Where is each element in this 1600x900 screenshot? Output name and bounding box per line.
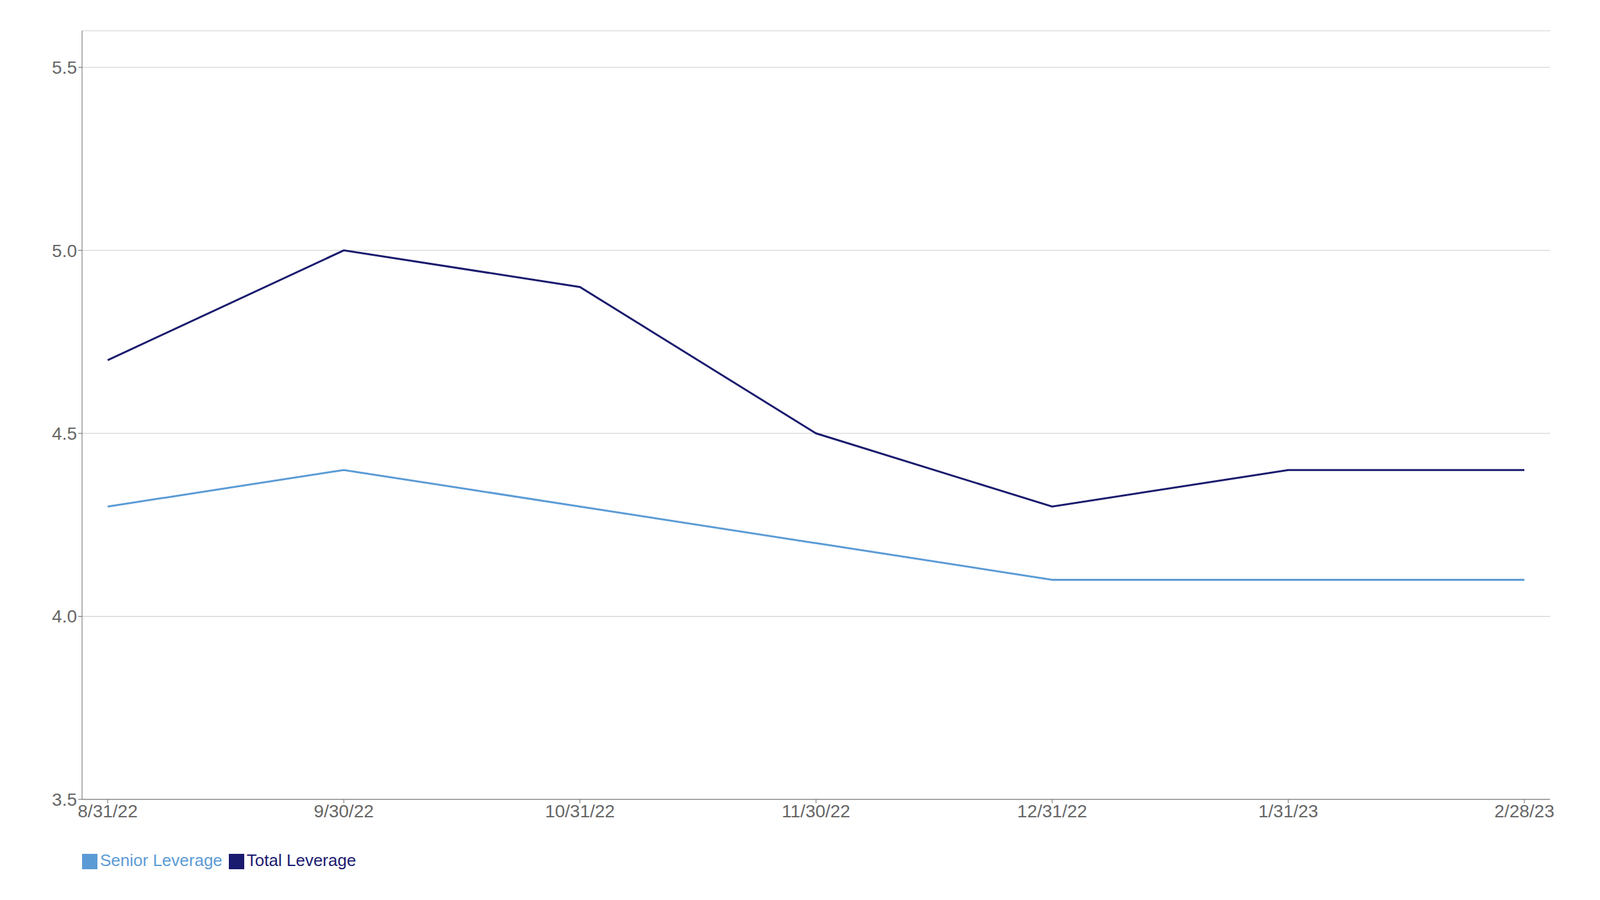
svg-text:1/31/23: 1/31/23 [1258,801,1318,822]
html-text:Total Leverage: Total Leverage [246,850,357,870]
svg-text:12/31/22: 12/31/22 [1017,801,1088,822]
svg-text:3.5: 3.5 [51,789,77,810]
svg-text:10/31/22: 10/31/22 [544,801,615,822]
svg-text:5.5: 5.5 [51,57,77,78]
svg-text:2/28/23: 2/28/23 [1494,801,1554,822]
html-text:Senior Leverage: Senior Leverage [100,850,223,870]
svg-text:4.5: 4.5 [51,423,77,444]
svg-text:9/30/22: 9/30/22 [314,801,374,822]
svg-text:8/31/22: 8/31/22 [77,801,138,822]
svg-text:11/30/22: 11/30/22 [782,801,851,822]
svg-text:5.0: 5.0 [51,241,77,261]
svg-text:4.0: 4.0 [51,606,77,627]
